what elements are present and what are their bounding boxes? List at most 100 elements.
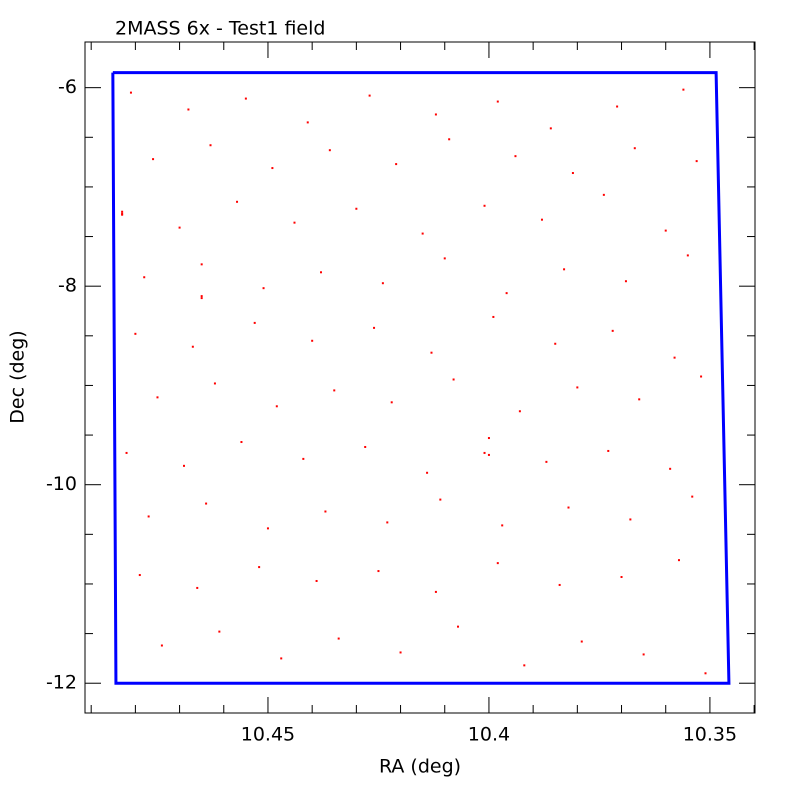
chart-title: 2MASS 6x - Test1 field: [115, 18, 325, 40]
source-point: [156, 396, 159, 399]
source-point: [633, 147, 636, 150]
source-point: [483, 204, 486, 207]
source-point: [430, 351, 433, 354]
source-point: [271, 167, 274, 170]
source-point: [677, 559, 680, 562]
source-point: [443, 257, 446, 260]
source-point: [602, 193, 605, 196]
source-point: [205, 502, 208, 505]
source-point: [280, 657, 283, 660]
source-point: [505, 292, 508, 295]
source-point: [434, 590, 437, 593]
source-point: [200, 263, 203, 266]
source-point: [487, 437, 490, 440]
plot-frame: [84, 41, 756, 714]
source-point: [293, 221, 296, 224]
source-point: [695, 160, 698, 163]
x-tick-label: 10.4: [468, 724, 510, 746]
source-point: [571, 172, 574, 175]
source-point: [496, 562, 499, 565]
source-point: [673, 356, 676, 359]
source-point: [200, 297, 203, 300]
source-point: [337, 637, 340, 640]
y-tick-label: -12: [46, 672, 77, 694]
source-point: [328, 149, 331, 152]
source-point: [669, 467, 672, 470]
source-point: [616, 105, 619, 108]
source-point: [421, 232, 424, 235]
source-point: [576, 386, 579, 389]
source-point: [563, 268, 566, 271]
source-point: [638, 398, 641, 401]
source-point: [620, 576, 623, 579]
source-point: [302, 457, 305, 460]
source-point: [191, 345, 194, 348]
source-point: [580, 640, 583, 643]
source-point: [143, 276, 146, 279]
source-point: [200, 295, 203, 298]
source-point: [452, 378, 455, 381]
source-point: [121, 210, 124, 213]
y-axis-label: Dec (deg): [7, 330, 29, 423]
source-point: [152, 158, 155, 161]
source-point: [682, 88, 685, 91]
source-point: [567, 506, 570, 509]
source-point: [373, 326, 376, 329]
source-point: [160, 644, 163, 647]
source-point: [523, 664, 526, 667]
source-point: [377, 570, 380, 573]
source-point: [700, 375, 703, 378]
y-tick-label: -10: [46, 473, 77, 495]
source-point: [178, 226, 181, 229]
source-point: [545, 460, 548, 463]
source-point: [138, 574, 141, 577]
source-point: [624, 280, 627, 283]
source-point: [258, 566, 261, 569]
source-point: [266, 527, 269, 530]
source-point: [306, 121, 309, 124]
source-point: [611, 329, 614, 332]
source-point: [549, 127, 552, 130]
source-point: [540, 218, 543, 221]
source-point: [686, 254, 689, 257]
source-point: [487, 453, 490, 456]
source-point: [642, 653, 645, 656]
source-point: [315, 579, 318, 582]
source-point: [434, 113, 437, 116]
source-point: [311, 339, 314, 342]
source-point: [483, 451, 486, 454]
source-point: [147, 515, 150, 518]
source-point: [448, 138, 451, 141]
source-point: [262, 287, 265, 290]
source-point: [121, 212, 124, 215]
source-point: [134, 332, 137, 335]
source-point: [240, 441, 243, 444]
source-point: [518, 410, 521, 413]
source-point: [213, 382, 216, 385]
source-point: [439, 498, 442, 501]
source-point: [704, 672, 707, 675]
source-point: [129, 91, 132, 94]
source-point: [496, 100, 499, 103]
source-point: [381, 282, 384, 285]
source-point: [426, 471, 429, 474]
x-tick-label: 10.35: [683, 724, 737, 746]
source-point: [501, 524, 504, 527]
source-point: [607, 449, 610, 452]
source-point: [125, 451, 128, 454]
source-point: [691, 495, 694, 498]
source-point: [275, 405, 278, 408]
source-point: [187, 108, 190, 111]
source-point: [320, 271, 323, 274]
source-point: [457, 625, 460, 628]
source-point: [395, 163, 398, 166]
source-point: [333, 389, 336, 392]
source-point: [244, 97, 247, 100]
x-tick-label: 10.45: [241, 724, 295, 746]
source-point: [324, 510, 327, 513]
x-axis-label: RA (deg): [379, 756, 461, 778]
source-point: [218, 630, 221, 633]
source-point: [355, 207, 358, 210]
